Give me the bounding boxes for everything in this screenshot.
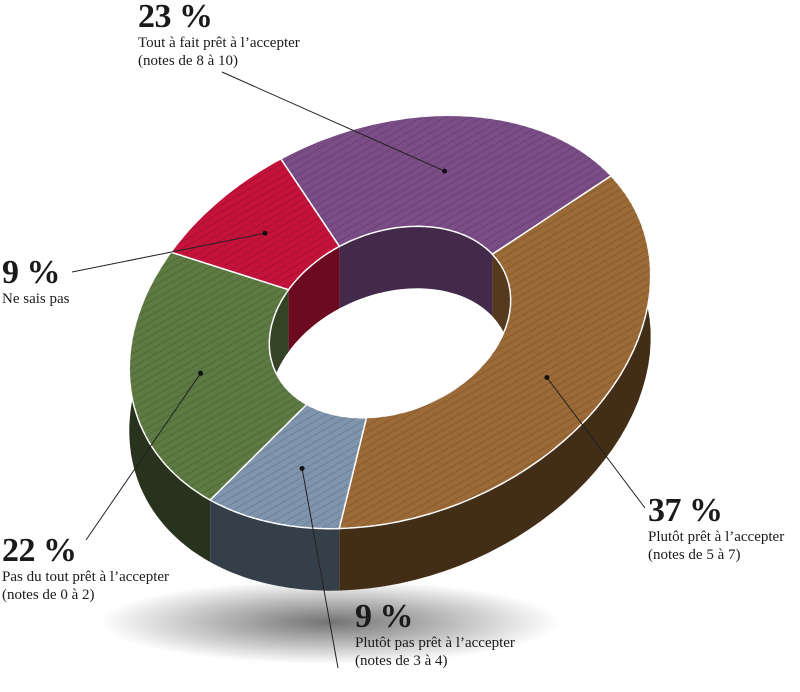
leader-ne-sais-pas <box>71 232 266 273</box>
slice-hatch-plutot-pas <box>210 404 367 529</box>
text-pas-du-tout: Pas du tout prêt à l’accepter <box>2 569 170 585</box>
text-tout-a-fait: Tout à fait prêt à l’accepter <box>138 35 300 51</box>
label-ne-sais-pas: 9 % Ne sais pas <box>2 256 70 308</box>
pct-plutot-pret: 37 % <box>648 492 723 529</box>
outer-wall-plutot-pas <box>210 500 340 591</box>
leader-dot-ne-sais-pas <box>262 230 268 236</box>
leader-dot-plutot-pret <box>544 375 550 380</box>
text-plutot-pas: Plutôt pas prêt à l’accepter <box>355 635 515 651</box>
slice-hatch-plutot-pret <box>339 175 651 529</box>
inner-wall-ne-sais-pas <box>288 246 340 352</box>
leader-pas-du-tout <box>85 373 202 541</box>
leader-dot-plutot-pas <box>299 466 305 471</box>
leader-tout-a-fait <box>221 71 445 172</box>
leader-dot-pas-du-tout <box>198 370 204 376</box>
text-plutot-pret: Plutôt prêt à l’accepter <box>648 529 785 545</box>
sub-tout-a-fait: (notes de 8 à 10) <box>138 53 238 69</box>
sub-plutot-pret: (notes de 5 à 7) <box>648 547 741 563</box>
outer-wall-plutot-pret <box>339 175 651 591</box>
label-tout-a-fait: 23 % Tout à fait prêt à l’accepter (note… <box>138 0 300 70</box>
leader-plutot-pret <box>546 377 646 509</box>
leader-dot-tout-a-fait <box>442 168 448 174</box>
sub-plutot-pas: (notes de 3 à 4) <box>355 653 448 669</box>
label-pas-du-tout: 22 % Pas du tout prêt à l’accepter (note… <box>2 534 169 604</box>
pct-pas-du-tout: 22 % <box>2 532 77 569</box>
pct-plutot-pas: 9 % <box>355 598 413 635</box>
slice-hatch-tout-a-fait <box>280 115 612 255</box>
slice-hatch-ne-sais-pas <box>170 158 340 290</box>
slice-hatch-pas-du-tout <box>129 252 307 500</box>
text-ne-sais-pas: Ne sais pas <box>2 291 70 307</box>
pct-ne-sais-pas: 9 % <box>2 254 60 291</box>
label-plutot-pas: 9 % Plutôt pas prêt à l’accepter (notes … <box>355 600 515 670</box>
inner-wall-tout-a-fait <box>339 226 493 317</box>
sub-pas-du-tout: (notes de 0 à 2) <box>2 587 95 603</box>
pct-tout-a-fait: 23 % <box>138 0 213 35</box>
label-plutot-pret: 37 % Plutôt prêt à l’accepter (notes de … <box>648 494 784 564</box>
leader-plutot-pas <box>301 468 339 669</box>
